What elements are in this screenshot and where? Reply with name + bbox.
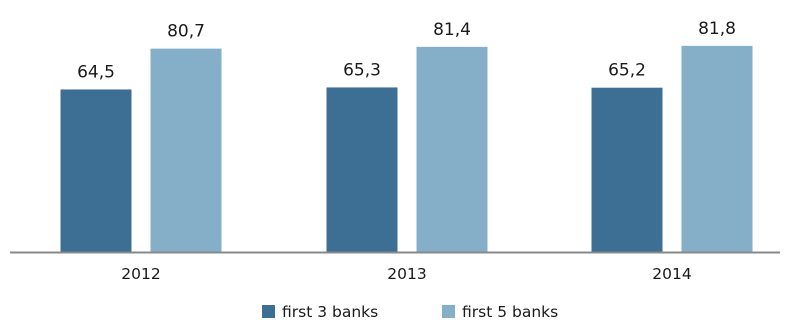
bars-layer (60, 45, 753, 253)
x-tick-labels: 2012 2013 2014 (121, 265, 691, 283)
data-label-2014-first-5-banks: 81,8 (698, 19, 736, 39)
legend-swatch-first-3-banks (262, 305, 275, 318)
data-label-2013-first-3-banks: 65,3 (343, 60, 381, 80)
legend-label-first-5-banks: first 5 banks (462, 303, 558, 321)
bar-2014-first-3-banks (591, 87, 663, 252)
x-tick-label-2013: 2013 (387, 265, 426, 283)
legend-label-first-3-banks: first 3 banks (282, 303, 378, 321)
bar-2013-first-5-banks (416, 46, 488, 252)
data-label-2013-first-5-banks: 81,4 (433, 20, 471, 40)
bar-2013-first-3-banks (326, 87, 398, 252)
data-labels-layer: 64,5 80,7 65,3 81,4 65,2 81,8 (77, 19, 736, 83)
data-label-2014-first-3-banks: 65,2 (608, 61, 646, 81)
bar-2014-first-5-banks (681, 45, 753, 252)
legend-swatch-first-5-banks (442, 305, 455, 318)
x-tick-label-2012: 2012 (121, 265, 160, 283)
data-label-2012-first-5-banks: 80,7 (167, 22, 205, 42)
data-label-2012-first-3-banks: 64,5 (77, 62, 115, 82)
bar-2012-first-5-banks (150, 48, 222, 252)
legend: first 3 banks first 5 banks (262, 303, 558, 321)
x-tick-label-2014: 2014 (652, 265, 691, 283)
bar-2012-first-3-banks (60, 89, 132, 253)
